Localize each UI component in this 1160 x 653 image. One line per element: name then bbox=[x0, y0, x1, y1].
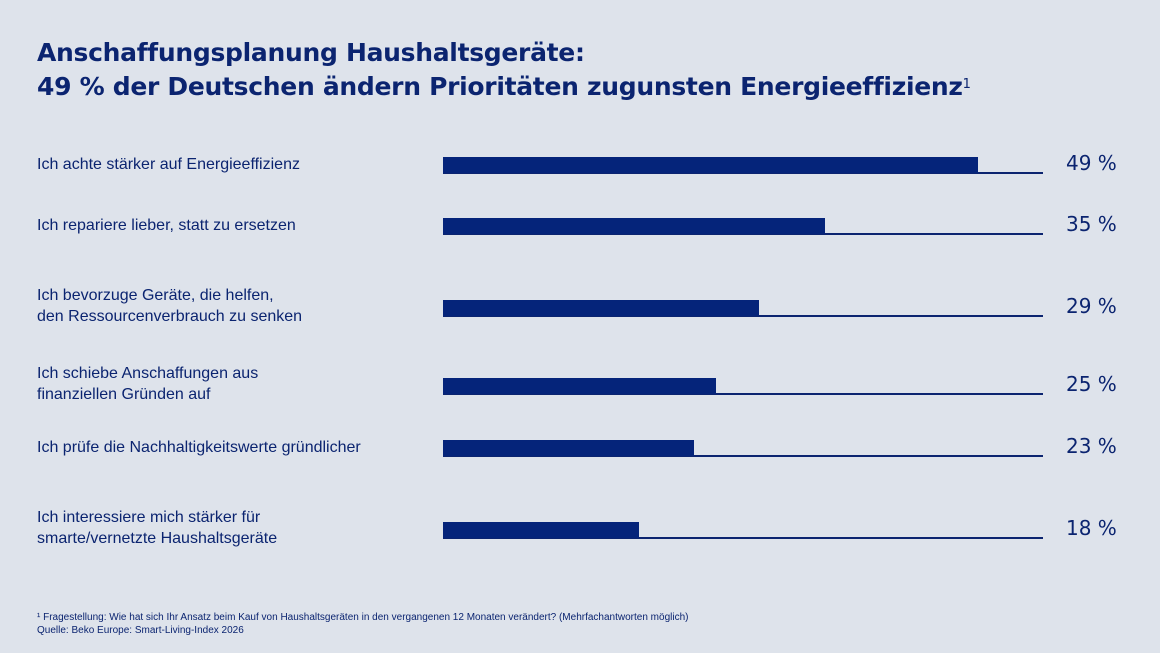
category-label: Ich achte stärker auf Energieeffizienz bbox=[37, 154, 300, 175]
title-line-2-text: 49 % der Deutschen ändern Prioritäten zu… bbox=[37, 72, 963, 101]
bar-track bbox=[443, 393, 1043, 395]
value-label: 23 % bbox=[1066, 434, 1117, 458]
footnote-question: ¹ Fragestellung: Wie hat sich Ihr Ansatz… bbox=[37, 612, 689, 623]
title-line-1: Anschaffungsplanung Haushaltsgeräte: bbox=[37, 38, 585, 67]
bar bbox=[443, 218, 825, 234]
bar-track bbox=[443, 455, 1043, 457]
bar bbox=[443, 378, 716, 394]
category-label-line: Ich schiebe Anschaffungen aus bbox=[37, 365, 259, 382]
bar bbox=[443, 522, 640, 538]
category-label-line: Ich bevorzuge Geräte, die helfen, bbox=[37, 287, 274, 304]
value-label: 29 % bbox=[1066, 294, 1117, 318]
bar-track bbox=[443, 537, 1043, 539]
category-label-line: Ich interessiere mich stärker für bbox=[37, 509, 261, 526]
bar bbox=[443, 300, 760, 316]
footnote-marker: 1 bbox=[962, 77, 971, 92]
bar bbox=[443, 157, 978, 173]
chart-title: Anschaffungsplanung Haushaltsgeräte: 49 … bbox=[37, 36, 971, 104]
category-label-line: Ich achte stärker auf Energieeffizienz bbox=[37, 156, 300, 173]
category-label: Ich repariere lieber, statt zu ersetzen bbox=[37, 215, 296, 236]
bar bbox=[443, 440, 694, 456]
value-label: 18 % bbox=[1066, 516, 1117, 540]
value-label: 49 % bbox=[1066, 151, 1117, 175]
footnote: ¹ Fragestellung: Wie hat sich Ihr Ansatz… bbox=[37, 611, 688, 637]
category-label-line: Ich prüfe die Nachhaltigkeitswerte gründ… bbox=[37, 439, 361, 456]
category-label: Ich prüfe die Nachhaltigkeitswerte gründ… bbox=[37, 437, 361, 458]
category-label-line: den Ressourcenverbrauch zu senken bbox=[37, 308, 303, 325]
category-label: Ich bevorzuge Geräte, die helfen, den Res… bbox=[37, 285, 302, 327]
category-label-line: smarte/vernetzte Haushaltsgeräte bbox=[37, 530, 278, 547]
footnote-source: Quelle: Beko Europe: Smart-Living-Index … bbox=[37, 625, 244, 636]
title-line-2: 49 % der Deutschen ändern Prioritäten zu… bbox=[37, 70, 971, 104]
value-label: 25 % bbox=[1066, 372, 1117, 396]
category-label: Ich schiebe Anschaffungen aus finanzielle… bbox=[37, 363, 258, 405]
category-label-line: Ich repariere lieber, statt zu ersetzen bbox=[37, 217, 296, 234]
category-label-line: finanziellen Gründen auf bbox=[37, 386, 211, 403]
value-label: 35 % bbox=[1066, 212, 1117, 236]
category-label: Ich interessiere mich stärker für smarte/… bbox=[37, 507, 277, 549]
